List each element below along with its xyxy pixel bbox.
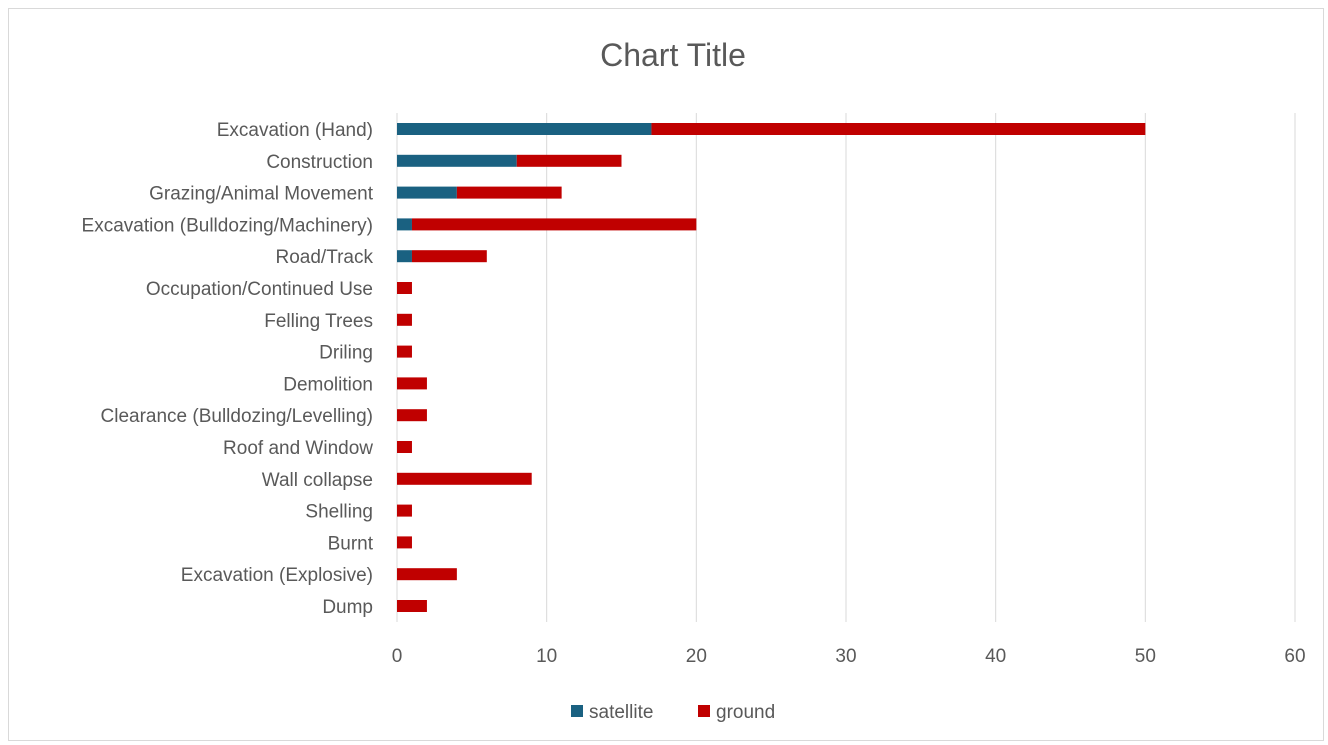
legend-label-ground: ground bbox=[716, 702, 775, 723]
chart-title: Chart Title bbox=[600, 37, 746, 73]
category-label: Construction bbox=[266, 152, 373, 173]
x-tick-label-10: 10 bbox=[536, 646, 557, 667]
bar-ground-0 bbox=[651, 123, 1146, 135]
bar-ground-4 bbox=[411, 250, 487, 263]
bar-ground-15 bbox=[397, 600, 427, 612]
category-label: Driling bbox=[319, 343, 373, 364]
bar-ground-2 bbox=[456, 186, 562, 199]
category-label: Road/Track bbox=[276, 247, 374, 268]
x-tick-label-30: 30 bbox=[835, 646, 856, 667]
x-tick-label-0: 0 bbox=[392, 646, 403, 667]
category-label: Grazing/Animal Movement bbox=[149, 184, 374, 205]
bar-ground-13 bbox=[397, 536, 412, 549]
category-label: Wall collapse bbox=[262, 470, 373, 491]
bar-ground-5 bbox=[397, 282, 412, 294]
bar-ground-1 bbox=[516, 154, 622, 167]
x-tick-label-50: 50 bbox=[1135, 646, 1156, 667]
bar-ground-10 bbox=[397, 441, 412, 453]
category-label: Burnt bbox=[328, 533, 374, 554]
bar-ground-8 bbox=[397, 377, 427, 390]
category-label: Roof and Window bbox=[223, 438, 373, 459]
category-label: Dump bbox=[322, 597, 373, 618]
x-tick-label-20: 20 bbox=[686, 646, 707, 667]
bar-ground-7 bbox=[397, 345, 412, 358]
legend-label-satellite: satellite bbox=[589, 702, 653, 723]
category-label: Excavation (Explosive) bbox=[181, 565, 373, 586]
category-label: Clearance (Bulldozing/Levelling) bbox=[101, 406, 374, 427]
x-axis-tick-labels: 0 10 20 30 40 50 60 bbox=[392, 646, 1306, 667]
bar-satellite-1 bbox=[397, 154, 517, 167]
bar-satellite-2 bbox=[397, 186, 457, 199]
bar-ground-9 bbox=[397, 409, 427, 422]
category-label: Occupation/Continued Use bbox=[146, 279, 373, 300]
bar-satellite-3 bbox=[397, 218, 412, 231]
bar-ground-3 bbox=[411, 218, 697, 231]
bar-ground-14 bbox=[397, 568, 457, 581]
bars bbox=[397, 123, 1146, 612]
category-labels: Excavation (Hand) Construction Grazing/Ani… bbox=[82, 120, 374, 618]
bar-satellite-0 bbox=[397, 123, 652, 135]
category-label: Demolition bbox=[283, 374, 373, 395]
x-tick-label-40: 40 bbox=[985, 646, 1006, 667]
category-label: Felling Trees bbox=[264, 311, 373, 332]
x-tick-label-60: 60 bbox=[1284, 646, 1305, 667]
legend-swatch-ground bbox=[698, 705, 710, 717]
bar-ground-11 bbox=[397, 472, 532, 485]
bar-ground-12 bbox=[397, 504, 412, 517]
bar-satellite-4 bbox=[397, 250, 412, 263]
category-label: Excavation (Bulldozing/Machinery) bbox=[82, 215, 373, 236]
category-label: Excavation (Hand) bbox=[217, 120, 373, 141]
legend: satellite ground bbox=[571, 702, 775, 723]
legend-swatch-satellite bbox=[571, 705, 583, 717]
bar-ground-6 bbox=[397, 313, 412, 326]
category-label: Shelling bbox=[305, 502, 373, 523]
